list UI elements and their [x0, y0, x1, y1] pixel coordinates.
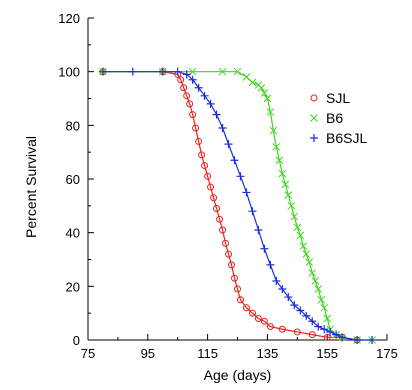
y-axis-label: Percent Survival: [23, 136, 39, 238]
data-point: [309, 269, 316, 276]
data-point: [236, 172, 244, 180]
legend: SJL B6 B6SJL: [310, 90, 367, 146]
data-point: [321, 304, 328, 311]
legend-marker: [310, 134, 318, 142]
series-sjl: [100, 69, 360, 343]
legend-marker: [311, 95, 317, 101]
legend-marker: [311, 115, 318, 122]
x-tick-label: 95: [141, 346, 155, 361]
data-point: [312, 277, 319, 284]
data-point: [300, 243, 307, 250]
legend-item-sjl: SJL: [311, 90, 350, 106]
data-point: [285, 192, 292, 199]
legend-item-b6: B6: [311, 110, 344, 126]
x-tick-label: 75: [81, 346, 95, 361]
axes: 75 95 115 135 155 175 0 20 40 60 80 100 120: [58, 11, 398, 361]
data-point: [324, 315, 331, 322]
y-tick-label: 80: [66, 118, 80, 133]
y-tick-label: 40: [66, 226, 80, 241]
legend-item-b6sjl: B6SJL: [310, 130, 367, 146]
data-point: [231, 156, 239, 164]
data-point: [225, 140, 233, 148]
data-point: [294, 224, 301, 231]
data-point: [254, 226, 262, 234]
y-tick-label: 100: [58, 65, 80, 80]
legend-label: B6SJL: [326, 130, 367, 146]
data-point: [266, 261, 274, 269]
x-tick-label: 155: [316, 346, 338, 361]
data-point: [219, 124, 227, 132]
data-point: [249, 79, 256, 86]
x-tick-label: 115: [197, 346, 218, 361]
y-tick-label: 20: [66, 279, 80, 294]
data-point: [242, 188, 250, 196]
data-point: [248, 207, 256, 215]
x-tick-label: 135: [257, 346, 279, 361]
data-point: [213, 111, 221, 119]
y-tick-label: 0: [73, 333, 80, 348]
series-line: [103, 72, 357, 340]
y-tick-label: 60: [66, 172, 80, 187]
data-point: [282, 181, 289, 188]
data-point: [318, 296, 325, 303]
legend-label: SJL: [326, 90, 350, 106]
data-point: [291, 213, 298, 220]
legend-label: B6: [326, 110, 343, 126]
x-axis-label: Age (days): [204, 367, 272, 383]
data-point: [260, 245, 268, 253]
data-point: [297, 232, 304, 239]
data-point: [303, 251, 310, 258]
data-point: [306, 259, 313, 266]
data-point: [315, 286, 322, 293]
y-tick-label: 120: [58, 11, 80, 26]
data-point: [129, 68, 137, 76]
x-tick-label: 175: [376, 346, 398, 361]
data-point: [288, 202, 295, 209]
